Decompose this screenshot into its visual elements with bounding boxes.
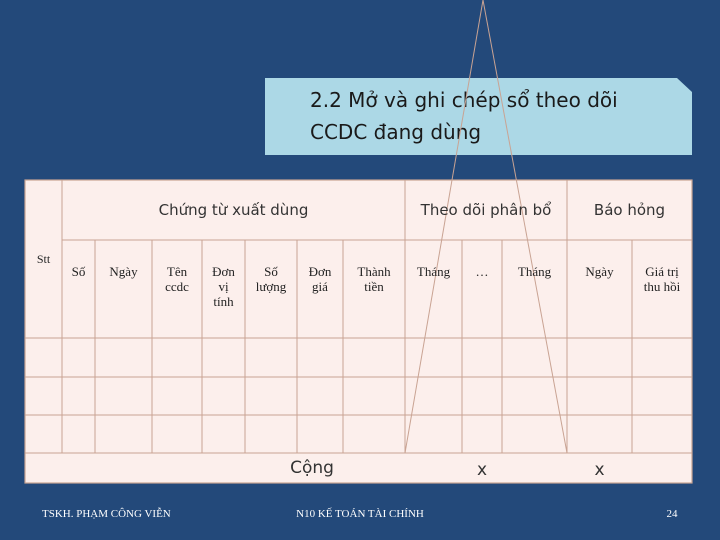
group-header: Theo dõi phân bổ <box>420 201 552 219</box>
footer-author: TSKH. PHẠM CÔNG VIỄN <box>42 508 171 520</box>
grid-line <box>482 0 568 454</box>
column-header: Tháng <box>517 264 552 279</box>
column-header: Số lượng <box>255 264 287 294</box>
grid-line <box>404 0 484 454</box>
grid-lines <box>25 0 692 454</box>
column-header: Đơn giá <box>308 264 332 294</box>
footer-course: N10 KẾ TOÁN TÀI CHÍNH <box>296 508 424 520</box>
column-header: Ngày <box>585 264 614 279</box>
page-number: 24 <box>666 508 678 520</box>
group-header: Chứng từ xuất dùng <box>158 201 309 219</box>
total-mark: x <box>594 460 605 480</box>
column-header: Số <box>71 264 86 279</box>
group-header: Báo hỏng <box>593 201 666 219</box>
column-header: Giá trị thu hồi <box>643 264 681 294</box>
column-header: … <box>475 264 489 279</box>
title-box <box>265 78 692 155</box>
column-header: Tên ccdc <box>165 264 189 294</box>
stt-header: Stt <box>36 251 51 266</box>
table-bg <box>24 179 693 484</box>
slide-title: 2.2 Mở và ghi chép sổ theo dõi CCDC đang… <box>310 88 618 144</box>
column-header: Ngày <box>109 264 138 279</box>
column-header: Thành tiền <box>357 264 391 294</box>
column-header: Đơn vị tính <box>212 264 235 309</box>
total-label: Cộng <box>290 458 334 478</box>
column-header: Tháng <box>416 264 451 279</box>
total-mark: x <box>476 460 488 480</box>
